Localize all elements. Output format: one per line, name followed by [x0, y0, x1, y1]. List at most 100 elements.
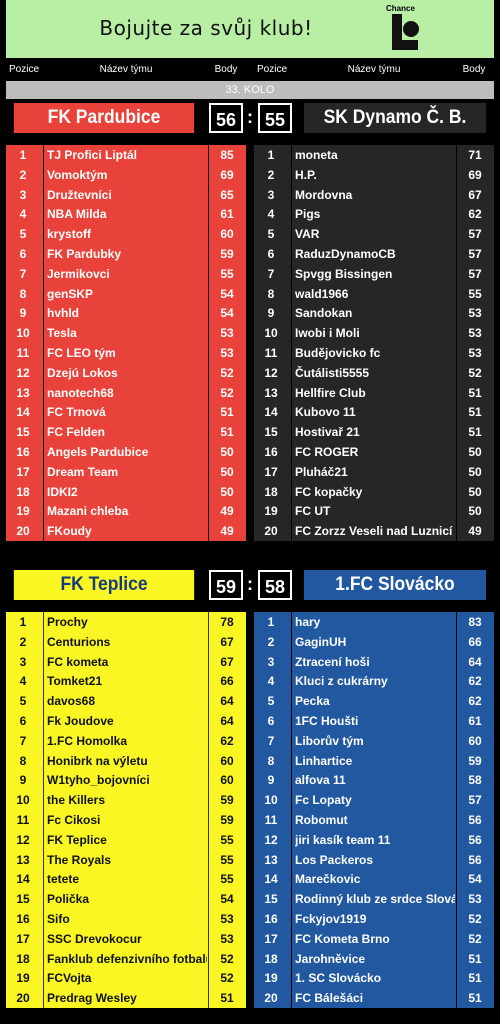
row-points: 60	[220, 227, 234, 242]
table-row[interactable]: 1 Prochy 78	[6, 612, 246, 632]
table-row[interactable]: 4 Tomket21 66	[6, 671, 246, 691]
table-row[interactable]: 11 Fc Cikosi 59	[6, 810, 246, 830]
table-row[interactable]: 15 Hostivař 21 51	[254, 422, 494, 442]
table-row[interactable]: 14 tetete 55	[6, 869, 246, 889]
table-row[interactable]: 10 Tesla 53	[6, 323, 246, 343]
row-team-name: Čutálisti5555	[295, 365, 370, 380]
table-row[interactable]: 17 FC Kometa Brno 52	[254, 929, 494, 949]
table-row[interactable]: 15 Rodinný klub ze srdce Slovácka 53	[254, 889, 494, 909]
row-points: 53	[220, 911, 234, 926]
table-row[interactable]: 16 Sifo 53	[6, 909, 246, 929]
table-row[interactable]: 19 FCVojta 52	[6, 968, 246, 988]
table-row[interactable]: 4 Pigs 62	[254, 204, 494, 224]
table-row[interactable]: 18 Jarohněvice 51	[254, 949, 494, 969]
table-row[interactable]: 1 moneta 71	[254, 145, 494, 165]
table-row[interactable]: 9 Sandokan 53	[254, 303, 494, 323]
table-row[interactable]: 5 VAR 57	[254, 224, 494, 244]
table-row[interactable]: 14 Kubovo 11 51	[254, 402, 494, 422]
table-row[interactable]: 16 Fckyjov1919 52	[254, 909, 494, 929]
table-row[interactable]: 4 Kluci z cukrárny 62	[254, 671, 494, 691]
table-row[interactable]: 20 Predrag Wesley 51	[6, 988, 246, 1008]
row-position: 14	[16, 872, 30, 887]
table-row[interactable]: 3 Družtevníci 65	[6, 185, 246, 205]
table-row[interactable]: 4 NBA Milda 61	[6, 204, 246, 224]
table-row[interactable]: 9 alfova 11 58	[254, 770, 494, 790]
table-row[interactable]: 12 jiri kasík team 11 56	[254, 830, 494, 850]
table-row[interactable]: 20 FKoudy 49	[6, 521, 246, 541]
table-row[interactable]: 1 hary 83	[254, 612, 494, 632]
table-row[interactable]: 17 Dream Team 50	[6, 462, 246, 482]
table-row[interactable]: 15 FC Felden 51	[6, 422, 246, 442]
table-row[interactable]: 8 wald1966 55	[254, 284, 494, 304]
table-row[interactable]: 11 Robomut 56	[254, 810, 494, 830]
table-row[interactable]: 9 hvhld 54	[6, 303, 246, 323]
table-row[interactable]: 8 Linhartice 59	[254, 751, 494, 771]
table-row[interactable]: 12 Čutálisti5555 52	[254, 363, 494, 383]
table-row[interactable]: 16 FC ROGER 50	[254, 442, 494, 462]
table-row[interactable]: 7 Spvgg Bissingen 57	[254, 264, 494, 284]
row-team-name: VAR	[295, 227, 320, 242]
table-row[interactable]: 12 FK Teplice 55	[6, 830, 246, 850]
table-row[interactable]: 3 Ztracení hoši 64	[254, 652, 494, 672]
table-row[interactable]: 20 FC Bálešáci 51	[254, 988, 494, 1008]
row-team-name: Mazani chleba	[47, 504, 129, 519]
row-team-name: the Killers	[47, 793, 106, 808]
row-team-name: FCVojta	[47, 971, 92, 986]
table-row[interactable]: 2 Vomoktým 69	[6, 165, 246, 185]
table-row[interactable]: 13 Hellfire Club 51	[254, 383, 494, 403]
table-row[interactable]: 11 Budějovicko fc 53	[254, 343, 494, 363]
table-row[interactable]: 1 TJ Profici Liptál 85	[6, 145, 246, 165]
table-row[interactable]: 19 FC UT 50	[254, 501, 494, 521]
table-row[interactable]: 7 Liborův tým 60	[254, 731, 494, 751]
table-row[interactable]: 10 Fc Lopaty 57	[254, 790, 494, 810]
table-row[interactable]: 18 IDKI2 50	[6, 482, 246, 502]
table-row[interactable]: 18 Fanklub defenzivního fotbalu 52	[6, 949, 246, 969]
table-row[interactable]: 7 1.FC Homolka 62	[6, 731, 246, 751]
table-row[interactable]: 12 Dzejú Lokos 52	[6, 363, 246, 383]
table-row[interactable]: 6 Fk Joudove 64	[6, 711, 246, 731]
table-row[interactable]: 3 Mordovna 67	[254, 185, 494, 205]
table-row[interactable]: 6 1FC Houšti 61	[254, 711, 494, 731]
row-position: 10	[264, 326, 278, 341]
table-row[interactable]: 7 Jermikovci 55	[6, 264, 246, 284]
table-row[interactable]: 13 nanotech68 52	[6, 383, 246, 403]
score-separator: :	[247, 107, 253, 127]
table-row[interactable]: 14 FC Trnová 51	[6, 402, 246, 422]
table-row[interactable]: 14 Marečkovic 54	[254, 869, 494, 889]
table-row[interactable]: 17 Pluháč21 50	[254, 462, 494, 482]
table-row[interactable]: 15 Polička 54	[6, 889, 246, 909]
table-row[interactable]: 6 RaduzDynamoCB 57	[254, 244, 494, 264]
table-row[interactable]: 10 Iwobi i Moli 53	[254, 323, 494, 343]
table-row[interactable]: 16 Angels Pardubice 50	[6, 442, 246, 462]
table-row[interactable]: 17 SSC Drevokocur 53	[6, 929, 246, 949]
table-row[interactable]: 13 The Royals 55	[6, 850, 246, 870]
row-team-name: FC LEO tým	[47, 345, 116, 360]
table-row[interactable]: 2 GaginUH 66	[254, 632, 494, 652]
row-team-name: FC Bálešáci	[295, 991, 364, 1006]
table-row[interactable]: 2 H.P. 69	[254, 165, 494, 185]
table-row[interactable]: 10 the Killers 59	[6, 790, 246, 810]
table-row[interactable]: 19 Mazani chleba 49	[6, 501, 246, 521]
table-row[interactable]: 20 FC Zorzz Veseli nad Luznicí 49	[254, 521, 494, 541]
table-row[interactable]: 6 FK Pardubky 59	[6, 244, 246, 264]
table-row[interactable]: 18 FC kopačky 50	[254, 482, 494, 502]
table-row[interactable]: 5 Pecka 62	[254, 691, 494, 711]
team-name-away[interactable]: SK Dynamo Č. B.	[303, 103, 487, 133]
table-row[interactable]: 8 Honibrk na výletu 60	[6, 751, 246, 771]
team-name-home[interactable]: FK Teplice	[13, 570, 195, 600]
table-row[interactable]: 5 krystoff 60	[6, 224, 246, 244]
table-row[interactable]: 2 Centurions 67	[6, 632, 246, 652]
row-position: 2	[267, 167, 275, 182]
table-row[interactable]: 8 genSKP 54	[6, 284, 246, 304]
table-row[interactable]: 9 W1tyho_bojovníci 60	[6, 770, 246, 790]
promo-banner[interactable]: Bojujte za svůj klub! Chance	[6, 0, 494, 58]
table-row[interactable]: 13 Los Packeros 56	[254, 850, 494, 870]
table-row[interactable]: 11 FC LEO tým 53	[6, 343, 246, 363]
team-name-away[interactable]: 1.FC Slovácko	[303, 570, 487, 600]
team-name-home[interactable]: FK Pardubice	[13, 103, 195, 133]
round-label: 33. KOLO	[6, 81, 494, 99]
table-row[interactable]: 5 davos68 64	[6, 691, 246, 711]
row-team-name: FK Pardubky	[47, 246, 122, 261]
table-row[interactable]: 3 FC kometa 67	[6, 652, 246, 672]
table-row[interactable]: 19 1. SC Slovácko 51	[254, 968, 494, 988]
